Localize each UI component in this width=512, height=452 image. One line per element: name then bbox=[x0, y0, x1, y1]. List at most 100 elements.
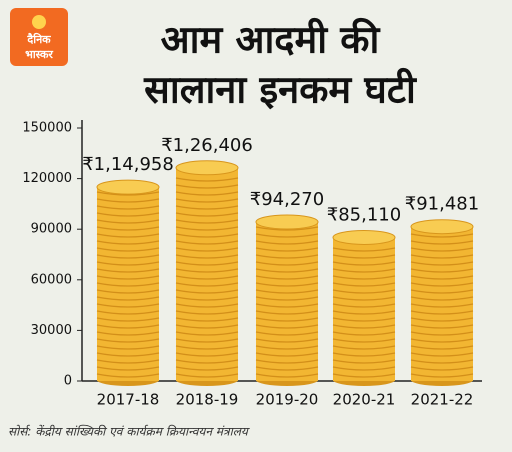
coin-edge bbox=[96, 317, 160, 322]
coin-edge bbox=[410, 345, 474, 350]
coin-edge bbox=[255, 254, 319, 259]
coin-edge bbox=[332, 254, 396, 259]
coin-edge bbox=[175, 373, 239, 378]
coin-edge bbox=[332, 317, 396, 322]
coin-edge bbox=[255, 275, 319, 280]
chart-title: आम आदमी की bbox=[161, 18, 381, 62]
y-tick-label: 90000 bbox=[31, 222, 72, 237]
coin-edge bbox=[410, 296, 474, 301]
coin-edge bbox=[255, 240, 319, 245]
coin-edge bbox=[332, 289, 396, 294]
coin-edge bbox=[410, 373, 474, 378]
coin-edge bbox=[175, 296, 239, 301]
coin-edge bbox=[255, 317, 319, 322]
coin-edge bbox=[332, 345, 396, 350]
coin-edge bbox=[175, 261, 239, 266]
coin-edge bbox=[410, 261, 474, 266]
coin-edge bbox=[410, 317, 474, 322]
coin-edge bbox=[255, 366, 319, 371]
coin-edge bbox=[96, 373, 160, 378]
bar bbox=[411, 226, 473, 381]
coin-edge bbox=[332, 268, 396, 273]
coin-edge bbox=[96, 226, 160, 231]
coin-edge bbox=[410, 233, 474, 238]
coin-edge bbox=[332, 373, 396, 378]
coin-edge bbox=[175, 317, 239, 322]
coin-edge bbox=[255, 338, 319, 343]
bar bbox=[333, 237, 395, 381]
coin-edge bbox=[175, 345, 239, 350]
coin-edge bbox=[255, 233, 319, 238]
y-tick-label: 120000 bbox=[22, 171, 72, 186]
coin-edge bbox=[332, 338, 396, 343]
coin-edge bbox=[175, 233, 239, 238]
value-label: ₹91,481 bbox=[405, 194, 479, 215]
coin-edge bbox=[332, 275, 396, 280]
coin-edge bbox=[96, 331, 160, 336]
coin-top bbox=[410, 219, 474, 235]
coin-edge bbox=[175, 310, 239, 315]
source: सोर्स: केंद्रीय सांख्यिकी एवं कार्यक्रम … bbox=[8, 425, 250, 439]
coin-edge bbox=[175, 191, 239, 196]
value-label: ₹1,14,958 bbox=[82, 154, 174, 175]
value-label: ₹94,270 bbox=[250, 189, 324, 210]
coin-edge bbox=[410, 275, 474, 280]
coin-edge bbox=[255, 226, 319, 231]
coin-edge bbox=[410, 282, 474, 287]
coin-edge bbox=[255, 303, 319, 308]
coin-edge bbox=[332, 366, 396, 371]
coin-edge bbox=[332, 310, 396, 315]
y-tick-label: 150000 bbox=[22, 121, 72, 136]
coin-edge bbox=[96, 338, 160, 343]
coin-edge bbox=[96, 359, 160, 364]
coin-edge bbox=[175, 366, 239, 371]
coin-edge bbox=[410, 303, 474, 308]
coin-edge bbox=[332, 261, 396, 266]
coin-edge bbox=[175, 289, 239, 294]
coin-edge bbox=[96, 303, 160, 308]
value-label: ₹1,26,406 bbox=[161, 135, 253, 156]
coin-edge bbox=[96, 366, 160, 371]
coin-edge bbox=[175, 268, 239, 273]
coin-edge bbox=[175, 282, 239, 287]
coin-edge bbox=[175, 338, 239, 343]
coin-edge bbox=[96, 352, 160, 357]
x-tick-label: 2019-20 bbox=[256, 391, 319, 409]
coin-edge bbox=[175, 247, 239, 252]
coin-edge bbox=[332, 352, 396, 357]
coin-edge bbox=[255, 345, 319, 350]
coin-edge bbox=[96, 198, 160, 203]
coin-edge bbox=[96, 324, 160, 329]
coin-edge bbox=[175, 254, 239, 259]
coin-edge bbox=[410, 247, 474, 252]
coin-edge bbox=[410, 254, 474, 259]
coin-edge bbox=[410, 289, 474, 294]
coin-edge bbox=[96, 261, 160, 266]
coin-top bbox=[332, 229, 396, 245]
coin-top bbox=[255, 214, 319, 230]
coin-edge bbox=[255, 268, 319, 273]
x-tick-label: 2020-21 bbox=[333, 391, 396, 409]
coin-edge bbox=[175, 177, 239, 182]
logo-sun bbox=[32, 15, 46, 29]
coin-edge bbox=[96, 275, 160, 280]
coin-edge bbox=[175, 352, 239, 357]
y-tick-label: 0 bbox=[64, 374, 72, 389]
coin-edge bbox=[96, 240, 160, 245]
logo-text: भास्कर bbox=[25, 48, 53, 61]
value-label: ₹85,110 bbox=[327, 204, 401, 225]
coin-edge bbox=[255, 282, 319, 287]
coin-edge bbox=[255, 373, 319, 378]
coin-edge bbox=[410, 310, 474, 315]
coin-edge bbox=[175, 219, 239, 224]
coin-edge bbox=[255, 289, 319, 294]
coin-edge bbox=[332, 303, 396, 308]
bar bbox=[256, 221, 318, 381]
coin-edge bbox=[96, 345, 160, 350]
coin-edge bbox=[175, 324, 239, 329]
coin-edge bbox=[255, 324, 319, 329]
coin-edge bbox=[410, 338, 474, 343]
coin-edge bbox=[410, 268, 474, 273]
coin-edge bbox=[96, 247, 160, 252]
